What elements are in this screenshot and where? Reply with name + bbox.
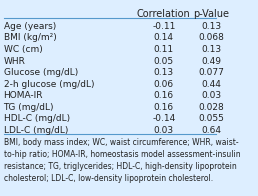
- Text: BMI, body mass index; WC, waist circumference; WHR, waist-
to-hip ratio; HOMA-IR: BMI, body mass index; WC, waist circumfe…: [4, 138, 240, 182]
- Text: -0.14: -0.14: [152, 114, 175, 123]
- Text: HOMA-IR: HOMA-IR: [4, 91, 43, 100]
- Text: 0.13: 0.13: [201, 22, 222, 31]
- Text: 0.49: 0.49: [201, 57, 221, 66]
- Text: 0.077: 0.077: [198, 68, 224, 77]
- Text: 0.64: 0.64: [201, 126, 221, 135]
- Text: 0.03: 0.03: [154, 126, 174, 135]
- Text: Age (years): Age (years): [4, 22, 56, 31]
- Text: TG (mg/dL): TG (mg/dL): [4, 103, 54, 112]
- Text: 0.14: 0.14: [154, 34, 174, 43]
- Text: 0.028: 0.028: [199, 103, 224, 112]
- Text: 0.068: 0.068: [198, 34, 224, 43]
- Text: p-Value: p-Value: [194, 9, 229, 19]
- Text: Glucose (mg/dL): Glucose (mg/dL): [4, 68, 78, 77]
- Text: 0.13: 0.13: [201, 45, 222, 54]
- Text: 0.16: 0.16: [154, 91, 174, 100]
- Text: HDL-C (mg/dL): HDL-C (mg/dL): [4, 114, 70, 123]
- Text: 0.16: 0.16: [154, 103, 174, 112]
- Text: BMI (kg/m²): BMI (kg/m²): [4, 34, 56, 43]
- Text: 0.05: 0.05: [154, 57, 174, 66]
- Text: 0.055: 0.055: [198, 114, 224, 123]
- Text: 2-h glucose (mg/dL): 2-h glucose (mg/dL): [4, 80, 94, 89]
- Text: WC (cm): WC (cm): [4, 45, 42, 54]
- Text: 0.06: 0.06: [154, 80, 174, 89]
- Text: WHR: WHR: [4, 57, 26, 66]
- Text: -0.11: -0.11: [152, 22, 175, 31]
- Text: 0.44: 0.44: [201, 80, 221, 89]
- Text: 0.13: 0.13: [154, 68, 174, 77]
- Text: LDL-C (mg/dL): LDL-C (mg/dL): [4, 126, 68, 135]
- Text: Correlation: Correlation: [137, 9, 191, 19]
- Text: 0.03: 0.03: [201, 91, 222, 100]
- Text: 0.11: 0.11: [154, 45, 174, 54]
